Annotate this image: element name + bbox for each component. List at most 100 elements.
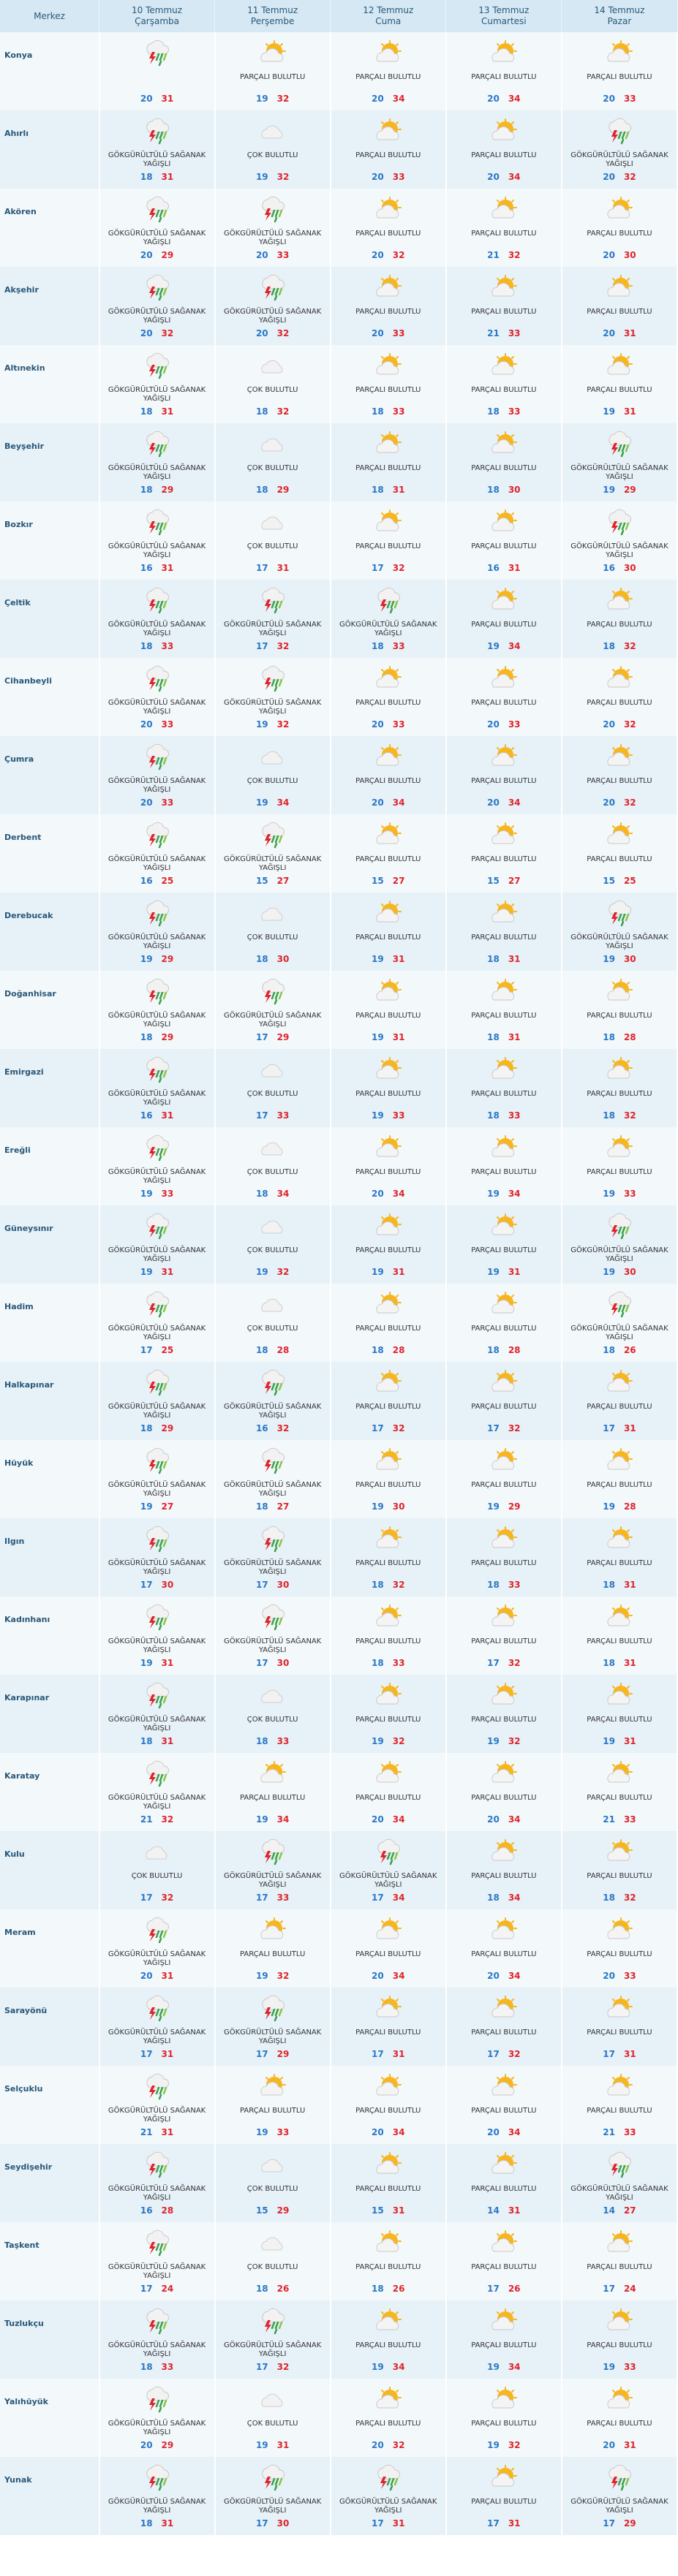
partly-cloudy-icon: [447, 1681, 561, 1713]
condition-text: GÖKGÜRÜLTÜLÜ SAĞANAK YAĞIŞLI: [108, 933, 206, 950]
header-date: 13 Temmuz: [478, 5, 530, 15]
header-weekday: Cumartesi: [481, 16, 527, 26]
temperature: 14 31: [447, 2205, 561, 2216]
temp-min: 19: [603, 954, 615, 964]
forecast-cell: GÖKGÜRÜLTÜLÜ SAĞANAK YAĞIŞLI 20 33: [99, 658, 216, 736]
partly-cloudy-icon: [447, 820, 561, 852]
temp-min: 20: [372, 1814, 384, 1825]
temp-min: 17: [603, 1423, 615, 1433]
forecast-cell-content: PARÇALI BULUTLU 19 31: [562, 1675, 677, 1753]
forecast-cell: GÖKGÜRÜLTÜLÜ SAĞANAK YAĞIŞLI 17 29: [214, 971, 331, 1049]
forecast-cell: PARÇALI BULUTLU 19 33: [214, 2066, 331, 2144]
forecast-cell: GÖKGÜRÜLTÜLÜ SAĞANAK YAĞIŞLI 21 31: [99, 2066, 216, 2144]
city-name: Güneysınır: [0, 1205, 100, 1284]
temp-min: 20: [140, 250, 153, 260]
temp-min: 20: [487, 1814, 500, 1825]
forecast-cell: PARÇALI BULUTLU 19 33: [561, 2300, 678, 2379]
forecast-cell: ÇOK BULUTLU 19 32: [214, 110, 331, 189]
temp-max: 31: [508, 1267, 521, 1277]
temperature: 17 32: [216, 2362, 330, 2372]
condition-text: PARÇALI BULUTLU: [471, 1403, 537, 1411]
temp-min: 18: [603, 641, 615, 651]
condition-text: GÖKGÜRÜLTÜLÜ SAĞANAK YAĞIŞLI: [570, 933, 668, 950]
temperature: 18 33: [100, 2362, 214, 2372]
partly-cloudy-icon: [331, 1524, 445, 1556]
condition-text: GÖKGÜRÜLTÜLÜ SAĞANAK YAĞIŞLI: [570, 542, 668, 559]
temperature: 18 34: [216, 1189, 330, 1199]
temp-max: 29: [276, 2205, 290, 2216]
forecast-cell-content: ÇOK BULUTLU 19 32: [216, 1205, 330, 1284]
forecast-cell-content: GÖKGÜRÜLTÜLÜ SAĞANAK YAĞIŞLI 18 31: [100, 345, 214, 423]
forecast-cell: PARÇALI BULUTLU 20 33: [330, 267, 447, 345]
condition-text: GÖKGÜRÜLTÜLÜ SAĞANAK YAĞIŞLI: [108, 1012, 206, 1028]
partly-cloudy-icon: [331, 1133, 445, 1165]
partly-cloudy-icon: [562, 194, 677, 227]
temp-max: 27: [161, 1501, 174, 1512]
temp-max: 32: [623, 1110, 636, 1121]
temp-min: 18: [487, 1580, 500, 1590]
temperature: 17 30: [100, 1580, 214, 1590]
temp-max: 31: [161, 406, 174, 417]
forecast-cell-content: GÖKGÜRÜLTÜLÜ SAĞANAK YAĞIŞLI 16 30: [562, 501, 677, 580]
forecast-cell: PARÇALI BULUTLU 18 34: [445, 1831, 562, 1909]
temperature: 19 33: [331, 1110, 445, 1121]
city-name: Kulu: [0, 1831, 100, 1909]
temp-min: 18: [372, 1658, 384, 1668]
forecast-cell: PARÇALI BULUTLU 17 31: [561, 1988, 678, 2066]
forecast-cell-content: ÇOK BULUTLU 19 31: [216, 2379, 330, 2457]
temp-min: 20: [140, 719, 153, 730]
city-name: Taşkent: [0, 2222, 100, 2300]
temp-min: 19: [487, 641, 500, 651]
partly-cloudy-icon: [562, 1446, 677, 1478]
forecast-cell: PARÇALI BULUTLU 17 24: [561, 2222, 678, 2300]
condition-text: PARÇALI BULUTLU: [355, 464, 421, 472]
temp-min: 20: [603, 798, 615, 808]
condition-text: PARÇALI BULUTLU: [471, 464, 537, 472]
temp-min: 21: [603, 1814, 615, 1825]
temp-min: 19: [255, 1814, 268, 1825]
forecast-cell-content: GÖKGÜRÜLTÜLÜ SAĞANAK YAĞIŞLI 18 31: [100, 2457, 214, 2535]
table-row: Doğanhisar GÖKGÜRÜLTÜLÜ SAĞANAK YAĞIŞLI 18…: [0, 971, 678, 1049]
temp-max: 31: [508, 2205, 521, 2216]
temp-min: 19: [255, 2440, 268, 2450]
partly-cloudy-icon: [562, 273, 677, 305]
condition-text: PARÇALI BULUTLU: [355, 1246, 421, 1254]
forecast-cell: PARÇALI BULUTLU 16 31: [445, 501, 562, 580]
temperature: 18 26: [331, 2284, 445, 2294]
temp-min: 16: [140, 1110, 153, 1121]
condition-text: PARÇALI BULUTLU: [471, 1559, 537, 1567]
condition-text: PARÇALI BULUTLU: [587, 1012, 652, 1020]
thunderstorm-rain-icon: [100, 742, 214, 774]
temp-max: 32: [392, 563, 405, 573]
temp-min: 18: [140, 406, 153, 417]
forecast-cell: ÇOK BULUTLU 18 34: [214, 1127, 331, 1205]
forecast-cell-content: ÇOK BULUTLU 19 34: [216, 736, 330, 814]
forecast-cell-content: ÇOK BULUTLU 17 33: [216, 1049, 330, 1127]
header-weekday: Perşembe: [250, 16, 295, 26]
forecast-cell-content: PARÇALI BULUTLU 15 31: [331, 2144, 445, 2222]
temp-min: 20: [255, 328, 268, 338]
thunderstorm-rain-icon: [216, 194, 330, 227]
forecast-cell-content: PARÇALI BULUTLU 15 25: [562, 814, 677, 893]
condition-text: GÖKGÜRÜLTÜLÜ SAĞANAK YAĞIŞLI: [108, 777, 206, 794]
cloud-icon: [216, 351, 330, 383]
condition-text: PARÇALI BULUTLU: [471, 1481, 537, 1489]
temp-max: 34: [392, 1971, 405, 1981]
temperature: 20 34: [447, 94, 561, 104]
temp-max: 32: [508, 1658, 521, 1668]
forecast-cell-content: PARÇALI BULUTLU 19 33: [562, 1127, 677, 1205]
temperature: 19 32: [216, 94, 330, 104]
temperature: 20 34: [447, 2127, 561, 2137]
condition-text: GÖKGÜRÜLTÜLÜ SAĞANAK YAĞIŞLI: [108, 386, 206, 403]
table-row: Ilgın GÖKGÜRÜLTÜLÜ SAĞANAK YAĞIŞLI 17 30 GÖK…: [0, 1518, 678, 1596]
partly-cloudy-icon: [331, 116, 445, 148]
temperature: 20 32: [331, 2440, 445, 2450]
temp-max: 32: [508, 2049, 521, 2059]
forecast-cell-content: PARÇALI BULUTLU 21 32: [447, 189, 561, 267]
header-day: 14 Temmuz Pazar: [561, 0, 678, 32]
condition-text: GÖKGÜRÜLTÜLÜ SAĞANAK YAĞIŞLI: [339, 2498, 437, 2515]
partly-cloudy-icon: [562, 1993, 677, 2026]
forecast-cell-content: PARÇALI BULUTLU 19 32: [216, 1909, 330, 1988]
forecast-cell-content: PARÇALI BULUTLU 17 31: [331, 1988, 445, 2066]
header-date: 11 Temmuz: [247, 5, 298, 15]
